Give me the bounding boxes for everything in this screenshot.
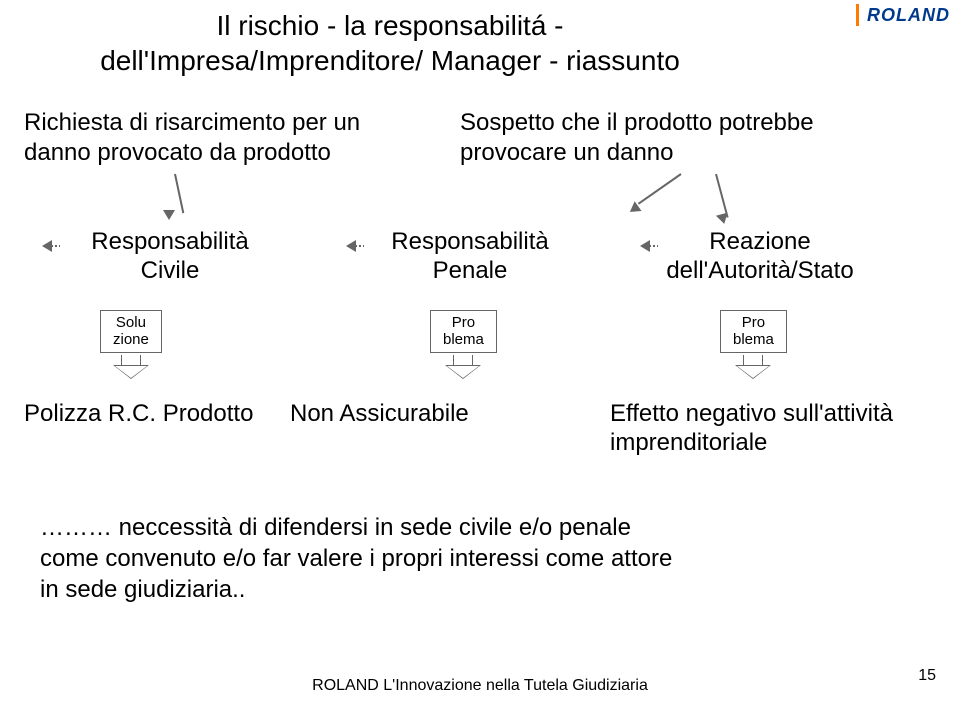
col1-line2: Civile — [60, 257, 280, 286]
col3-line2: dell'Autorità/Stato — [630, 257, 890, 286]
arrow-right-to-col3-icon — [700, 174, 760, 229]
block-left: Richiesta di risarcimento per un danno p… — [24, 108, 384, 168]
step2-line2: blema — [443, 332, 484, 349]
column-1-heading: Responsabilità Civile — [60, 228, 280, 286]
col1-line1: Responsabilità — [60, 228, 280, 257]
page-number: 15 — [918, 667, 936, 685]
arrow-left-down-icon — [160, 174, 190, 224]
conclusion-line3: in sede giudiziaria.. — [40, 574, 920, 605]
column-3-heading: Reazione dell'Autorità/Stato — [630, 228, 890, 286]
result3-line1: Effetto negativo sull'attività — [610, 400, 893, 429]
result-1: Polizza R.C. Prodotto — [24, 400, 253, 428]
step-box-2: Pro blema — [430, 310, 497, 378]
col2-line1: Responsabilità — [360, 228, 580, 257]
conclusion-text: ……… neccessità di difendersi in sede civ… — [40, 512, 920, 606]
result3-line2: imprenditoriale — [610, 429, 893, 458]
conclusion-line2: come convenuto e/o far valere i propri i… — [40, 543, 920, 574]
block-right: Sospetto che il prodotto potrebbe provoc… — [460, 108, 840, 168]
step3-line1: Pro — [733, 315, 774, 332]
logo-text: ROLAND — [867, 5, 950, 26]
page-title: Il rischio - la responsabilitá - dell'Im… — [0, 8, 780, 78]
col2-line2: Penale — [360, 257, 580, 286]
block-arrow-2-icon — [445, 355, 481, 378]
result-3: Effetto negativo sull'attività imprendit… — [610, 400, 893, 458]
block-arrow-1-icon — [113, 355, 149, 378]
brand-logo: ROLAND — [856, 4, 950, 26]
step1-line1: Solu — [113, 315, 149, 332]
step1-line2: zione — [113, 332, 149, 349]
logo-bar — [856, 4, 859, 26]
step-box-1: Solu zione — [100, 310, 162, 378]
result-2: Non Assicurabile — [290, 400, 469, 428]
block-arrow-3-icon — [735, 355, 771, 378]
column-2-heading: Responsabilità Penale — [360, 228, 580, 286]
dotted-arrow-col1-icon — [42, 240, 62, 252]
title-line-1: Il rischio - la responsabilitá - — [0, 8, 780, 43]
arrow-right-to-col2-icon — [610, 174, 700, 234]
step3-line2: blema — [733, 332, 774, 349]
step-box-3: Pro blema — [720, 310, 787, 378]
conclusion-line1: ……… neccessità di difendersi in sede civ… — [40, 512, 920, 543]
col3-line1: Reazione — [630, 228, 890, 257]
step2-line1: Pro — [443, 315, 484, 332]
footer-text: ROLAND L'Innovazione nella Tutela Giudiz… — [0, 677, 960, 695]
title-line-2: dell'Impresa/Imprenditore/ Manager - ria… — [0, 43, 780, 78]
